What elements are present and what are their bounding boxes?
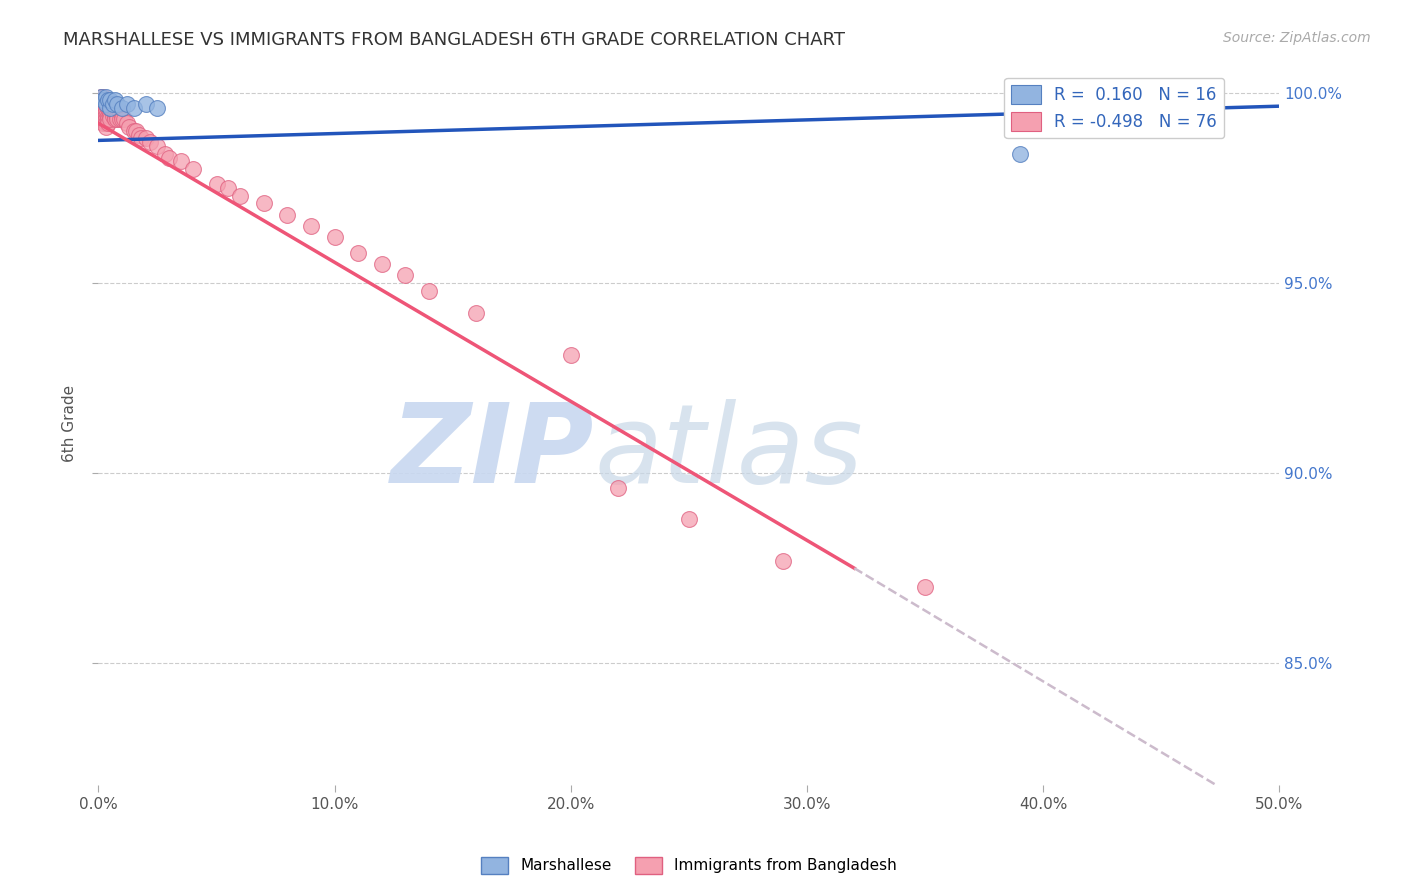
Point xyxy=(97,101,120,115)
Point xyxy=(94,101,117,115)
Point xyxy=(323,230,346,244)
Point xyxy=(170,154,193,169)
Point xyxy=(105,109,128,123)
Point xyxy=(104,94,127,108)
Point xyxy=(253,196,276,211)
Point xyxy=(105,101,128,115)
Point xyxy=(153,146,176,161)
Point xyxy=(217,181,239,195)
Point xyxy=(94,116,117,130)
Point xyxy=(105,97,128,112)
Point xyxy=(146,139,169,153)
Point xyxy=(90,101,112,115)
Point xyxy=(91,97,114,112)
Point xyxy=(125,124,148,138)
Point xyxy=(108,104,131,119)
Point xyxy=(135,97,157,112)
Point xyxy=(607,481,630,495)
Point xyxy=(104,104,127,119)
Point xyxy=(98,109,121,123)
Point xyxy=(347,245,370,260)
Legend: Marshallese, Immigrants from Bangladesh: Marshallese, Immigrants from Bangladesh xyxy=(475,850,903,880)
Point xyxy=(146,101,169,115)
Point xyxy=(91,104,114,119)
Point xyxy=(118,120,141,134)
Point xyxy=(914,580,936,594)
Point xyxy=(157,151,180,165)
Point xyxy=(98,104,121,119)
Point xyxy=(91,109,114,123)
Point xyxy=(560,348,582,362)
Point xyxy=(101,109,124,123)
Point xyxy=(97,94,120,108)
Point xyxy=(98,94,121,108)
Point xyxy=(128,128,150,142)
Point xyxy=(394,268,416,283)
Point xyxy=(101,104,124,119)
Point xyxy=(94,120,117,134)
Point xyxy=(98,101,121,115)
Point xyxy=(91,112,114,127)
Point xyxy=(115,116,138,130)
Point xyxy=(94,89,117,103)
Y-axis label: 6th Grade: 6th Grade xyxy=(62,385,77,462)
Point xyxy=(104,112,127,127)
Point xyxy=(90,94,112,108)
Point xyxy=(97,97,120,112)
Point xyxy=(97,112,120,127)
Point xyxy=(111,101,134,115)
Point xyxy=(97,109,120,123)
Point xyxy=(135,131,157,145)
Point xyxy=(129,131,152,145)
Point xyxy=(98,101,121,115)
Point xyxy=(91,94,114,108)
Point xyxy=(108,112,131,127)
Point xyxy=(418,284,440,298)
Point xyxy=(205,177,228,191)
Point xyxy=(91,101,114,115)
Point xyxy=(91,89,114,103)
Point xyxy=(111,109,134,123)
Point xyxy=(98,97,121,112)
Point xyxy=(91,94,114,108)
Point xyxy=(299,219,322,233)
Point xyxy=(97,94,120,108)
Text: Source: ZipAtlas.com: Source: ZipAtlas.com xyxy=(1223,31,1371,45)
Point xyxy=(139,136,162,150)
Point xyxy=(465,306,488,320)
Text: MARSHALLESE VS IMMIGRANTS FROM BANGLADESH 6TH GRADE CORRELATION CHART: MARSHALLESE VS IMMIGRANTS FROM BANGLADES… xyxy=(63,31,845,49)
Point xyxy=(94,94,117,108)
Point xyxy=(104,109,127,123)
Point xyxy=(94,109,117,123)
Point xyxy=(229,188,252,202)
Point xyxy=(94,112,117,127)
Point xyxy=(94,104,117,119)
Point xyxy=(122,101,145,115)
Point xyxy=(97,116,120,130)
Point xyxy=(115,97,138,112)
Point xyxy=(112,112,135,127)
Point xyxy=(101,97,124,112)
Point xyxy=(105,112,128,127)
Point xyxy=(772,553,794,567)
Point xyxy=(98,112,121,127)
Point xyxy=(111,112,134,127)
Point xyxy=(90,89,112,103)
Point xyxy=(371,257,394,271)
Point xyxy=(1008,146,1031,161)
Point xyxy=(678,512,700,526)
Point xyxy=(101,97,124,112)
Point xyxy=(104,101,127,115)
Point xyxy=(91,116,114,130)
Text: ZIP: ZIP xyxy=(391,399,595,506)
Point xyxy=(122,124,145,138)
Point xyxy=(90,89,112,103)
Point xyxy=(181,161,204,176)
Point xyxy=(94,97,117,112)
Point xyxy=(276,208,298,222)
Point xyxy=(94,97,117,112)
Text: atlas: atlas xyxy=(595,399,863,506)
Point xyxy=(90,97,112,112)
